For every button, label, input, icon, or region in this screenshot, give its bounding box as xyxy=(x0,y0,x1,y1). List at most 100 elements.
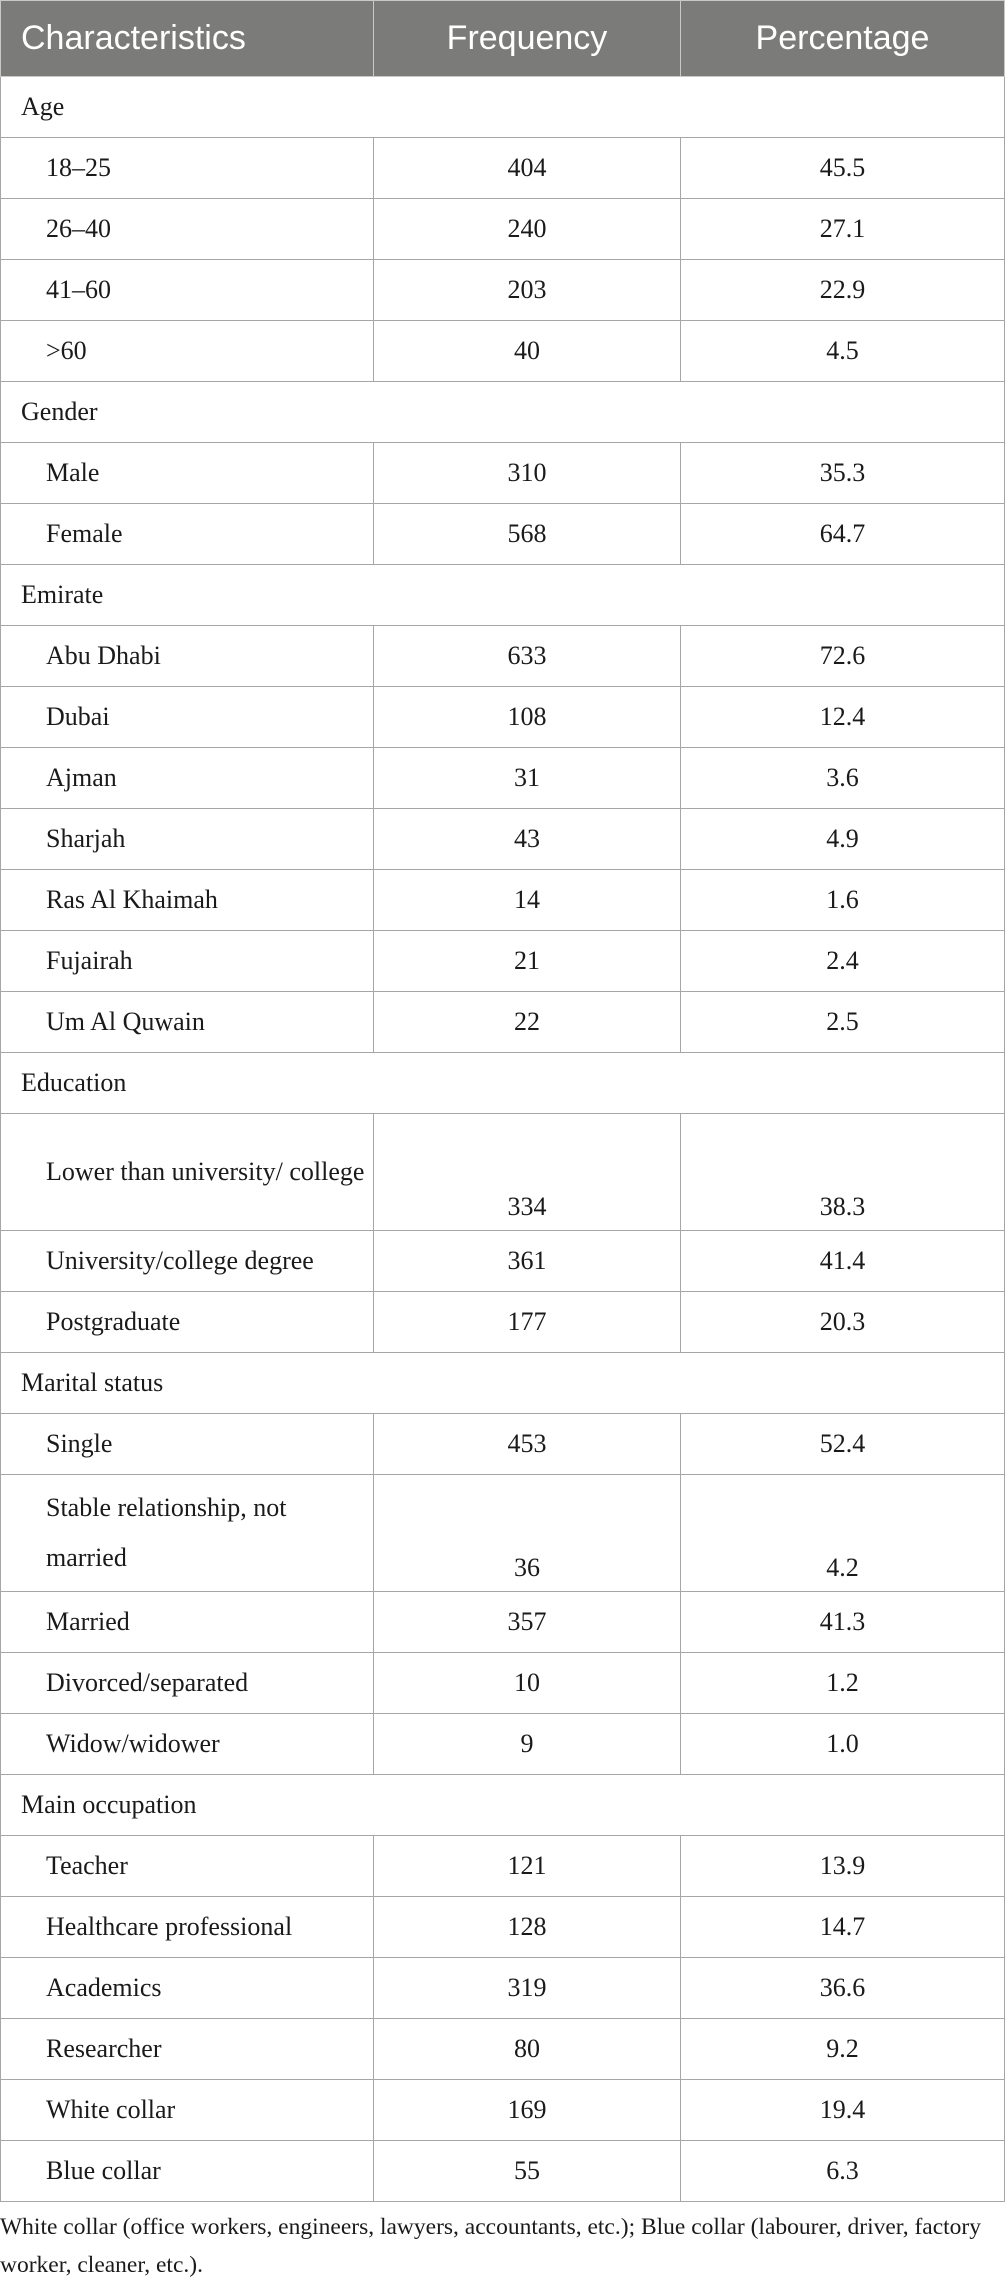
frequency-cell: 404 xyxy=(373,137,681,199)
table-row: Dubai 108 12.4 xyxy=(0,686,1005,748)
table-row: 18–25 404 45.5 xyxy=(0,137,1005,199)
frequency-cell: 14 xyxy=(373,869,681,931)
table-row: Married 357 41.3 xyxy=(0,1591,1005,1653)
percentage-cell: 4.2 xyxy=(680,1474,1005,1592)
group-row: Age xyxy=(0,76,1005,138)
frequency-cell: 108 xyxy=(373,686,681,748)
group-row: Education xyxy=(0,1052,1005,1114)
percentage-cell: 22.9 xyxy=(680,259,1005,321)
frequency-cell: 633 xyxy=(373,625,681,687)
group-label: Emirate xyxy=(0,564,1005,626)
row-label: Postgraduate xyxy=(0,1291,374,1353)
percentage-cell: 4.5 xyxy=(680,320,1005,382)
table-row: Female 568 64.7 xyxy=(0,503,1005,565)
group-label: Gender xyxy=(0,381,1005,443)
row-label: White collar xyxy=(0,2079,374,2141)
table-body: Age 18–25 404 45.5 26–40 240 27.1 41–60 203 22.9 >… xyxy=(0,76,1005,2202)
row-label: Dubai xyxy=(0,686,374,748)
percentage-cell: 41.4 xyxy=(680,1230,1005,1292)
header-characteristics: Characteristics xyxy=(0,0,374,77)
row-label: 41–60 xyxy=(0,259,374,321)
percentage-cell: 13.9 xyxy=(680,1835,1005,1897)
row-label: 26–40 xyxy=(0,198,374,260)
frequency-cell: 10 xyxy=(373,1652,681,1714)
group-row: Main occupation xyxy=(0,1774,1005,1836)
table-row: Um Al Quwain 22 2.5 xyxy=(0,991,1005,1053)
row-label: Ajman xyxy=(0,747,374,809)
row-label: Researcher xyxy=(0,2018,374,2080)
frequency-cell: 22 xyxy=(373,991,681,1053)
percentage-cell: 19.4 xyxy=(680,2079,1005,2141)
frequency-cell: 40 xyxy=(373,320,681,382)
frequency-cell: 31 xyxy=(373,747,681,809)
frequency-cell: 568 xyxy=(373,503,681,565)
group-row: Marital status xyxy=(0,1352,1005,1414)
frequency-cell: 169 xyxy=(373,2079,681,2141)
row-label: Lower than university/ college xyxy=(0,1113,374,1231)
row-label: Sharjah xyxy=(0,808,374,870)
percentage-cell: 45.5 xyxy=(680,137,1005,199)
table-row: Single 453 52.4 xyxy=(0,1413,1005,1475)
table-row: Stable relationship, not married 36 4.2 xyxy=(0,1474,1005,1592)
table-row: Widow/widower 9 1.0 xyxy=(0,1713,1005,1775)
header-frequency: Frequency xyxy=(373,0,681,77)
percentage-cell: 3.6 xyxy=(680,747,1005,809)
row-label: Abu Dhabi xyxy=(0,625,374,687)
row-label: Widow/widower xyxy=(0,1713,374,1775)
percentage-cell: 52.4 xyxy=(680,1413,1005,1475)
frequency-cell: 453 xyxy=(373,1413,681,1475)
row-label: Ras Al Khaimah xyxy=(0,869,374,931)
row-label: >60 xyxy=(0,320,374,382)
table-row: University/college degree 361 41.4 xyxy=(0,1230,1005,1292)
percentage-cell: 1.2 xyxy=(680,1652,1005,1714)
percentage-cell: 14.7 xyxy=(680,1896,1005,1958)
table-row: 41–60 203 22.9 xyxy=(0,259,1005,321)
table-row: Blue collar 55 6.3 xyxy=(0,2140,1005,2202)
demographics-table: Characteristics Frequency Percentage Age… xyxy=(0,0,1005,2202)
percentage-cell: 20.3 xyxy=(680,1291,1005,1353)
percentage-cell: 72.6 xyxy=(680,625,1005,687)
table-row: Teacher 121 13.9 xyxy=(0,1835,1005,1897)
percentage-cell: 1.0 xyxy=(680,1713,1005,1775)
frequency-cell: 80 xyxy=(373,2018,681,2080)
percentage-cell: 6.3 xyxy=(680,2140,1005,2202)
frequency-cell: 319 xyxy=(373,1957,681,2019)
row-label: Um Al Quwain xyxy=(0,991,374,1053)
row-label: Married xyxy=(0,1591,374,1653)
row-label: Academics xyxy=(0,1957,374,2019)
table-row: Postgraduate 177 20.3 xyxy=(0,1291,1005,1353)
frequency-cell: 310 xyxy=(373,442,681,504)
table-row: Academics 319 36.6 xyxy=(0,1957,1005,2019)
percentage-cell: 12.4 xyxy=(680,686,1005,748)
percentage-cell: 4.9 xyxy=(680,808,1005,870)
frequency-cell: 203 xyxy=(373,259,681,321)
table-row: Researcher 80 9.2 xyxy=(0,2018,1005,2080)
percentage-cell: 38.3 xyxy=(680,1113,1005,1231)
row-label: Stable relationship, not married xyxy=(0,1474,374,1592)
table-row: Ajman 31 3.6 xyxy=(0,747,1005,809)
row-label: Male xyxy=(0,442,374,504)
frequency-cell: 357 xyxy=(373,1591,681,1653)
table-row: Male 310 35.3 xyxy=(0,442,1005,504)
table-header-row: Characteristics Frequency Percentage xyxy=(0,0,1005,77)
frequency-cell: 128 xyxy=(373,1896,681,1958)
table-row: Sharjah 43 4.9 xyxy=(0,808,1005,870)
table-row: Ras Al Khaimah 14 1.6 xyxy=(0,869,1005,931)
row-label: University/college degree xyxy=(0,1230,374,1292)
group-label: Marital status xyxy=(0,1352,1005,1414)
table-row: >60 40 4.5 xyxy=(0,320,1005,382)
group-row: Emirate xyxy=(0,564,1005,626)
table-footnote: White collar (office workers, engineers,… xyxy=(0,2214,981,2278)
table-row: White collar 169 19.4 xyxy=(0,2079,1005,2141)
frequency-cell: 43 xyxy=(373,808,681,870)
percentage-cell: 41.3 xyxy=(680,1591,1005,1653)
frequency-cell: 21 xyxy=(373,930,681,992)
row-label: Blue collar xyxy=(0,2140,374,2202)
frequency-cell: 240 xyxy=(373,198,681,260)
percentage-cell: 2.4 xyxy=(680,930,1005,992)
percentage-cell: 1.6 xyxy=(680,869,1005,931)
percentage-cell: 27.1 xyxy=(680,198,1005,260)
table-row: Lower than university/ college 334 38.3 xyxy=(0,1113,1005,1231)
frequency-cell: 55 xyxy=(373,2140,681,2202)
group-label: Age xyxy=(0,76,1005,138)
